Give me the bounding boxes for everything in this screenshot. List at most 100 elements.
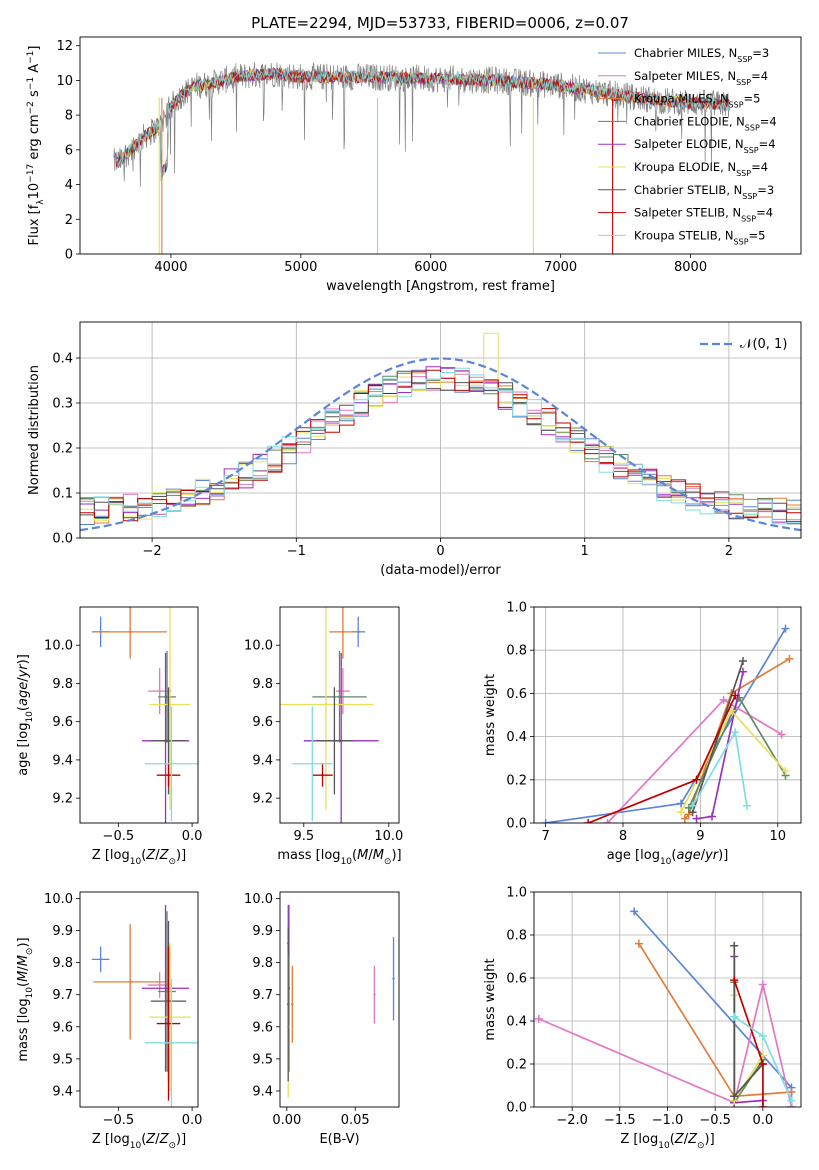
- legend-label-9: Kroupa STELIB, NSSP=5: [634, 228, 765, 246]
- y-tick-label: 10.0: [244, 892, 273, 907]
- plus-marker: [777, 730, 786, 739]
- data-point: [373, 993, 376, 996]
- plus-marker: [708, 812, 716, 821]
- y-tick-label: 0.2: [506, 1058, 527, 1073]
- x-axis-label: age [log10(age/yr)]: [607, 848, 729, 867]
- y-tick-label: 9.8: [52, 677, 73, 692]
- plus-marker: [730, 1012, 739, 1021]
- chart-panel-7: 0.00 0.05 9.4 9.5 9.6 9.7 9.8 9.9 10.0 E(B-V): [244, 891, 400, 1147]
- axes-frame: [533, 891, 802, 1108]
- data-point: [165, 990, 169, 993]
- data-point: [128, 630, 132, 634]
- x-tick-label: −0.5: [103, 829, 135, 844]
- data-point: [164, 987, 167, 990]
- y-tick-label: 1.0: [506, 601, 527, 616]
- plus-marker: [603, 819, 612, 823]
- x-tick-label: 0.00: [272, 1113, 301, 1128]
- legend-label-4: Chabrier ELODIE, NSSP=4: [634, 114, 777, 131]
- data-point: [338, 695, 341, 699]
- plus-marker: [738, 657, 747, 665]
- data-point: [170, 762, 173, 765]
- y-axis-label: age [log10(age/yr)]: [16, 654, 35, 776]
- histogram-series-9: [80, 367, 801, 538]
- y-tick-label: 10.0: [44, 639, 73, 654]
- plus-marker: [758, 980, 767, 989]
- y-tick-label: 0.4: [506, 1015, 527, 1030]
- y-tick-label: 0.2: [506, 773, 527, 788]
- y-tick-label: 9.6: [252, 1020, 273, 1035]
- y-tick-label: 10: [56, 74, 73, 89]
- plus-marker: [584, 819, 593, 823]
- x-tick-label: 0.0: [753, 1113, 774, 1128]
- x-tick-label: 9.5: [293, 829, 314, 844]
- plus-marker: [758, 1032, 767, 1041]
- plot-area: [534, 892, 801, 1107]
- plus-marker: [634, 939, 643, 948]
- y-tick-label: 9.4: [52, 1084, 73, 1099]
- y-axis-label: mass [log10(M/M⊙)]: [16, 937, 35, 1061]
- x-tick-label: 0.0: [182, 829, 203, 844]
- x-tick-label: 10: [770, 829, 787, 844]
- plus-marker: [742, 801, 751, 810]
- data-point: [158, 689, 161, 693]
- y-tick-label: 1.0: [506, 886, 527, 901]
- chart-panel-2: −2 −1 0 1 2 0.0 0.1 0.2 0.3 0.4 𝒩(0, 1) (data-model…: [27, 321, 802, 578]
- axes-frame: [79, 321, 802, 539]
- plot-area: [534, 607, 801, 823]
- y-tick-label: 0.8: [506, 929, 527, 944]
- x-tick-label: 0.0: [182, 1113, 203, 1128]
- data-point: [165, 695, 169, 699]
- y-tick-label: 9.9: [252, 924, 273, 939]
- data-point: [99, 958, 102, 961]
- x-tick-label: 2: [725, 544, 733, 559]
- y-tick-label: 9.8: [252, 956, 273, 971]
- y-tick-label: 0.4: [52, 352, 73, 367]
- plot-area: [287, 904, 395, 1098]
- plus-marker: [731, 691, 740, 700]
- chart-panel-6: −0.5 0.0 9.4 9.5 9.6 9.7 9.8 9.9 10.0 Z [log10(Z/…: [16, 891, 203, 1151]
- data-point: [333, 739, 336, 743]
- x-tick-label: −2: [143, 544, 162, 559]
- data-point: [324, 703, 328, 706]
- x-tick-label: −1: [287, 544, 306, 559]
- legend: Chabrier MILES, NSSP=3 Salpeter MILES, NS…: [598, 46, 777, 246]
- legend-label-7: Chabrier STELIB, NSSP=3: [634, 183, 774, 201]
- data-point: [287, 1003, 290, 1006]
- y-tick-label: 0.2: [52, 442, 73, 457]
- y-tick-label: 9.7: [252, 988, 273, 1003]
- legend-label-2: Salpeter MILES, NSSP=4: [634, 69, 768, 87]
- x-tick-label: −2.0: [556, 1113, 588, 1128]
- legend-label-6: Kroupa ELODIE, NSSP=4: [634, 160, 768, 178]
- y-tick-label: 9.8: [52, 956, 73, 971]
- plus-marker: [677, 799, 686, 808]
- y-tick-label: 9.4: [252, 1084, 273, 1099]
- weight-series-5: [696, 671, 744, 820]
- data-point: [321, 774, 324, 777]
- chart-panel-8: −2.0 −1.5 −1.0 −0.5 0.0 0.0 0.2 0.4 0.6 0.8 1.0 Z […: [483, 886, 802, 1151]
- axes-frame: [79, 891, 199, 1108]
- data-point: [392, 977, 395, 980]
- chart-panel-4: 9.5 10.0 9.2 9.4 9.6 9.8 10.0 mass [log10(M/M⊙)…: [244, 606, 403, 867]
- plus-marker: [719, 695, 728, 704]
- y-tick-label: 8: [65, 109, 73, 124]
- x-tick-label: 8000: [674, 260, 707, 275]
- weight-series-2: [538, 984, 793, 1107]
- x-tick-label: 8: [619, 829, 627, 844]
- data-point: [168, 1015, 172, 1019]
- gaussian-curve: [80, 357, 801, 532]
- plus-marker: [730, 941, 739, 950]
- x-axis-label: wavelength [Angstrom, rest frame]: [326, 279, 555, 294]
- x-tick-label: 10.0: [374, 829, 403, 844]
- legend-label-gaussian: 𝒩(0, 1): [740, 337, 787, 352]
- y-tick-label: 9.9: [52, 924, 73, 939]
- plus-marker: [534, 1014, 543, 1023]
- plus-marker: [692, 814, 701, 823]
- y-axis-label: Flux [fλ10−17 erg cm−2 s−1 A−1]: [26, 46, 46, 246]
- plot-area: [280, 607, 379, 823]
- legend-label-5: Salpeter ELODIE, NSSP=4: [634, 137, 776, 155]
- y-tick-label: 0.0: [506, 817, 527, 832]
- y-tick-label: 2: [65, 213, 73, 228]
- data-point: [167, 774, 170, 777]
- plus-marker: [677, 808, 686, 817]
- weight-series-1: [545, 628, 787, 823]
